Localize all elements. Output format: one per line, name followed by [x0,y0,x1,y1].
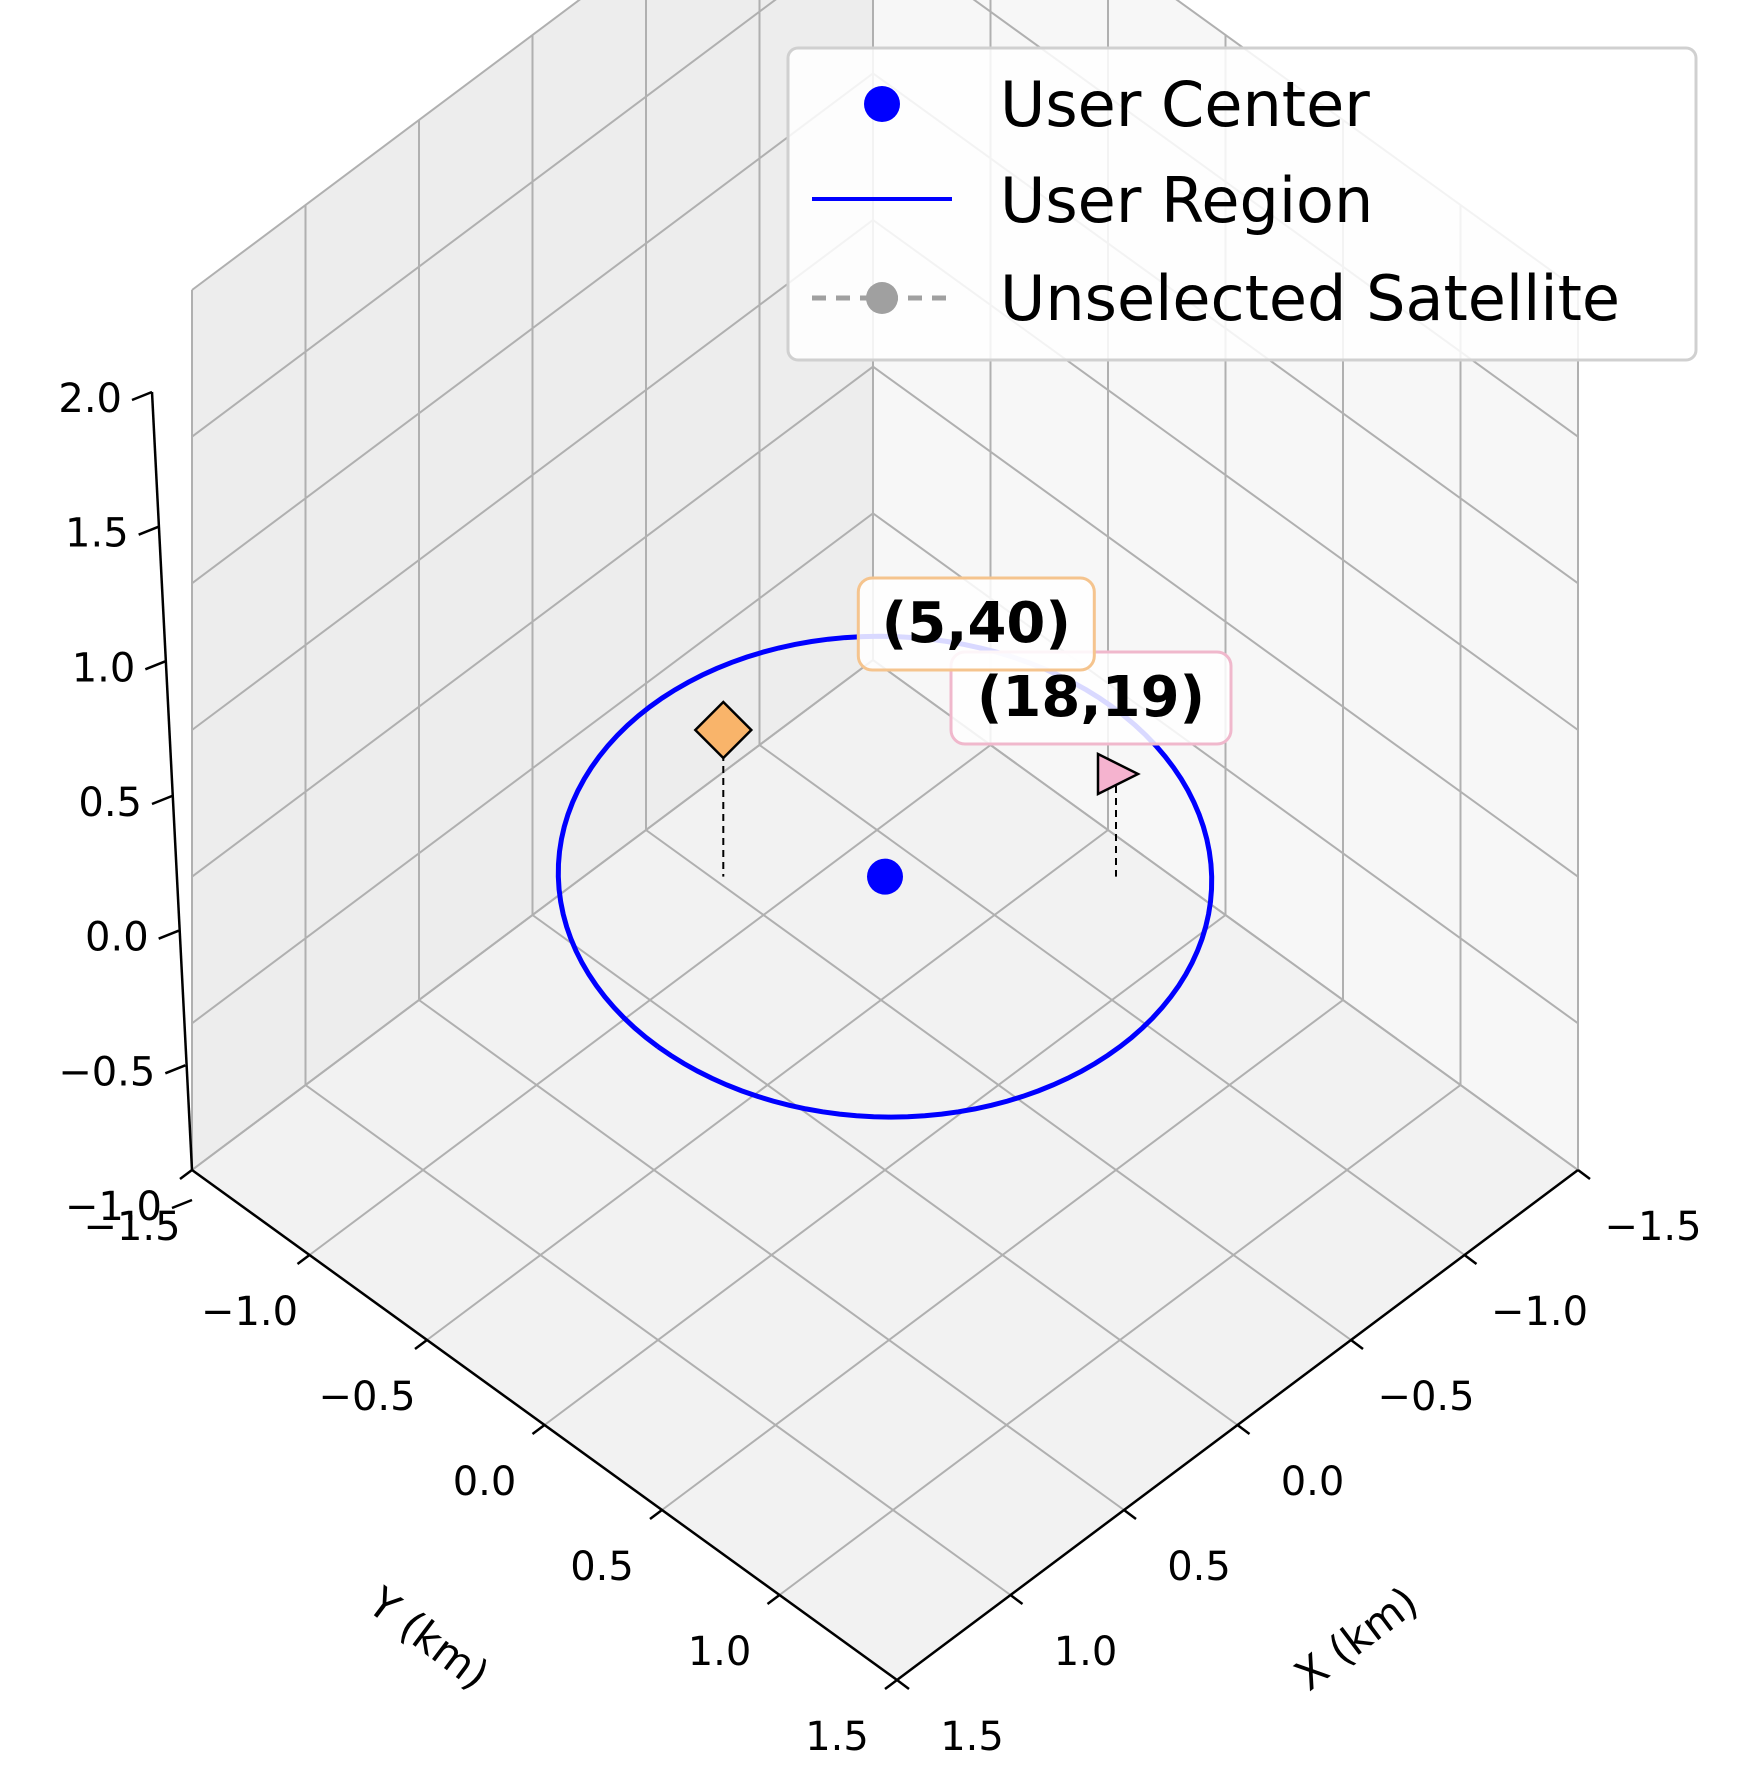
y-tick [414,1339,428,1350]
x-axis-label: X (km) [1286,1577,1427,1700]
z-tick [131,390,153,402]
legend-user-center-marker [864,86,900,122]
y-tick-label: −0.5 [318,1374,415,1420]
y-tick-label: −1.5 [83,1204,180,1250]
plot-area: (18,19) (5,40) [555,576,1233,1120]
x-tick-label: 0.0 [1281,1459,1345,1505]
grid-line-z [191,512,1579,1025]
z-tick-label: 1.5 [65,511,129,557]
legend: User Center User Region Unselected Satel… [786,46,1698,362]
z-tick-label: −0.5 [58,1049,155,1095]
z-tick-label: −1.0 [65,1184,162,1230]
grid-line-z [191,365,1579,878]
z-tick [158,929,180,940]
x-tick [1236,1424,1251,1435]
y-tick-label: 1.5 [805,1714,869,1760]
satellite-label: (18,19) [977,665,1205,730]
x-tick [1009,1594,1024,1605]
x-tick [1350,1339,1364,1350]
z-tick [138,525,160,536]
tick-labels: −1.5−1.0−0.50.00.51.01.5−1.5−1.0−0.50.00… [58,376,1701,1760]
y-tick [296,1254,311,1265]
y-axis-label: Y (km) [358,1577,498,1699]
z-tick-label: 0.0 [85,915,149,961]
legend-box [786,46,1698,362]
y-tick [531,1424,546,1435]
x-tick-label: −0.5 [1377,1374,1474,1420]
y-tick [179,1169,193,1180]
user-center-marker [867,858,903,895]
x-tick [1123,1509,1137,1520]
x-tick [1577,1169,1591,1180]
z-tick-label: 1.0 [72,645,136,691]
legend-label-unselected-satellite: Unselected Satellite [1000,262,1620,335]
y-tick-label: 0.0 [453,1459,517,1505]
x-tick [896,1679,910,1690]
y-tick-label: −1.0 [201,1289,298,1335]
y-tick [766,1594,781,1605]
z-tick-label: 0.5 [78,780,142,826]
x-tick [1463,1254,1478,1265]
z-axis-line [150,391,194,1171]
legend-label-user-region: User Region [1000,164,1373,237]
z-tick [144,660,166,671]
satellite-label-box [856,576,1096,672]
z-tick-label: 2.0 [58,376,122,422]
x-tick-label: 1.5 [940,1714,1004,1760]
y-tick-label: 0.5 [570,1544,634,1590]
legend-unselected-marker [866,282,898,314]
x-tick-label: 0.5 [1167,1544,1231,1590]
legend-label-user-center: User Center [1000,68,1370,141]
z-tick [171,1198,193,1210]
y-tick [649,1509,663,1520]
satellite-marker [693,700,754,760]
satellite-marker [1096,751,1141,797]
z-tick [164,1064,186,1075]
z-tick [151,794,173,806]
y-tick-label: 1.0 [688,1629,752,1675]
x-tick-label: 1.0 [1054,1629,1118,1675]
x-tick-label: −1.5 [1604,1204,1701,1250]
satellite-label: (5,40) [882,591,1071,656]
y-tick [884,1679,898,1690]
x-tick-label: −1.0 [1491,1289,1588,1335]
